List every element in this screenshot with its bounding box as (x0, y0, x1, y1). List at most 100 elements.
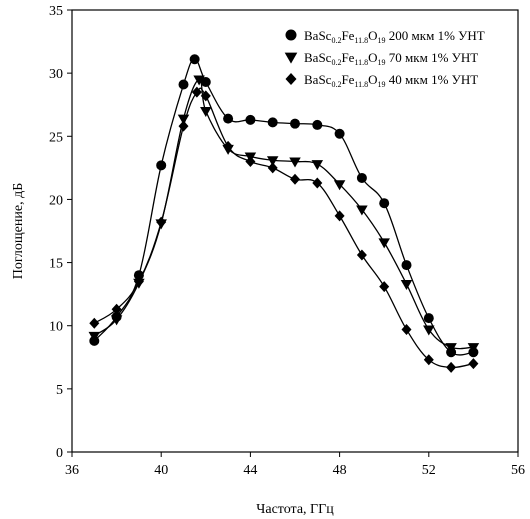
data-point (111, 303, 122, 315)
legend-subscript: 0.2 (331, 36, 341, 45)
legend-subscript: 11.8 (354, 80, 368, 89)
x-tick-label: 44 (243, 463, 257, 478)
data-point (290, 173, 300, 185)
data-point (423, 354, 434, 366)
y-axis-ticks: 0 5 10 15 20 25 30 35 (49, 4, 72, 461)
legend-subscript: 19 (378, 36, 386, 45)
y-tick-label: 20 (49, 193, 63, 208)
legend-text-part: Fe (341, 50, 354, 65)
series-line (93, 58, 474, 356)
series-2 (88, 75, 480, 354)
data-point (312, 119, 323, 130)
y-axis-title: Поглощение, дБ (11, 183, 26, 279)
data-point (379, 281, 390, 293)
y-tick-label: 30 (49, 67, 63, 82)
data-point (223, 140, 234, 152)
data-point (110, 315, 123, 326)
legend-text-part: O (368, 28, 377, 43)
data-point (356, 205, 368, 216)
plot-frame (71, 9, 519, 453)
data-point (334, 210, 345, 222)
data-point (189, 54, 200, 65)
data-point (468, 358, 479, 370)
legend-text-part: O (368, 72, 377, 87)
x-tick-label: 40 (154, 463, 168, 478)
data-point (245, 114, 256, 125)
data-point (133, 276, 144, 288)
legend-item: BaSc0.2Fe11.8O19 200 мкм 1% УНТ (285, 28, 485, 45)
data-point (200, 76, 211, 87)
data-point (267, 162, 278, 174)
y-tick-label: 5 (56, 383, 63, 398)
legend-subscript: 19 (378, 80, 386, 89)
legend-label: BaSc0.2Fe11.8O19 70 мкм 1% УНТ (304, 50, 478, 67)
y-tick-label: 25 (49, 130, 63, 145)
legend-text-part: 200 мкм 1% УНТ (386, 28, 485, 43)
legend: BaSc0.2Fe11.8O19 200 мкм 1% УНТBaSc0.2Fe… (284, 28, 485, 89)
legend-label: BaSc0.2Fe11.8O19 200 мкм 1% УНТ (304, 28, 485, 45)
data-point (401, 324, 412, 336)
data-point (379, 198, 390, 209)
data-point (467, 343, 480, 354)
data-point (334, 128, 345, 139)
y-tick-label: 0 (56, 446, 63, 461)
data-point (178, 79, 189, 90)
legend-text-part: BaSc (304, 72, 332, 87)
data-point (156, 216, 167, 228)
legend-text-part: O (368, 50, 377, 65)
data-point (88, 331, 101, 342)
data-point (200, 90, 211, 102)
data-point (191, 86, 202, 98)
series-layer (88, 54, 480, 373)
legend-text-part: BaSc (304, 28, 332, 43)
data-point (423, 313, 434, 324)
data-point (193, 75, 205, 86)
data-point (267, 117, 278, 128)
data-point (89, 317, 100, 329)
y-tick-label: 35 (49, 4, 63, 19)
legend-text-part: Fe (341, 28, 354, 43)
legend-subscript: 11.8 (354, 36, 368, 45)
data-point (290, 118, 300, 129)
data-point (401, 260, 412, 271)
legend-subscript: 0.2 (331, 58, 341, 67)
y-tick-label: 10 (49, 320, 63, 335)
legend-item: BaSc0.2Fe11.8O19 40 мкм 1% УНТ (285, 72, 478, 89)
data-point (223, 113, 234, 124)
legend-marker (285, 72, 297, 86)
legend-subscript: 19 (378, 58, 386, 67)
series-1 (89, 54, 479, 358)
x-tick-label: 48 (333, 463, 347, 478)
data-point (446, 361, 457, 373)
x-axis-title: Частота, ГГц (256, 502, 334, 517)
series-line (93, 87, 474, 369)
data-point (200, 107, 212, 118)
data-point (378, 238, 390, 249)
data-point (312, 177, 323, 189)
legend-marker (284, 52, 298, 64)
data-point (445, 343, 457, 354)
x-tick-label: 52 (422, 463, 436, 478)
legend-subscript: 11.8 (354, 58, 368, 67)
legend-subscript: 0.2 (331, 80, 341, 89)
x-tick-label: 56 (511, 463, 525, 478)
legend-marker (285, 29, 297, 41)
legend-text-part: Fe (341, 72, 354, 87)
legend-label: BaSc0.2Fe11.8O19 40 мкм 1% УНТ (304, 72, 478, 89)
y-tick-label: 15 (49, 257, 63, 272)
legend-text-part: 70 мкм 1% УНТ (386, 50, 479, 65)
data-point (178, 120, 189, 132)
x-tick-label: 36 (65, 463, 79, 478)
data-point (356, 249, 367, 261)
legend-item: BaSc0.2Fe11.8O19 70 мкм 1% УНТ (284, 50, 478, 67)
data-point (333, 180, 346, 191)
data-point (266, 156, 279, 167)
data-point (311, 160, 324, 171)
data-point (400, 280, 413, 291)
data-point (156, 160, 167, 171)
data-point (356, 172, 367, 183)
legend-text-part: 40 мкм 1% УНТ (386, 72, 479, 87)
data-point (423, 325, 435, 336)
data-point (245, 156, 256, 168)
